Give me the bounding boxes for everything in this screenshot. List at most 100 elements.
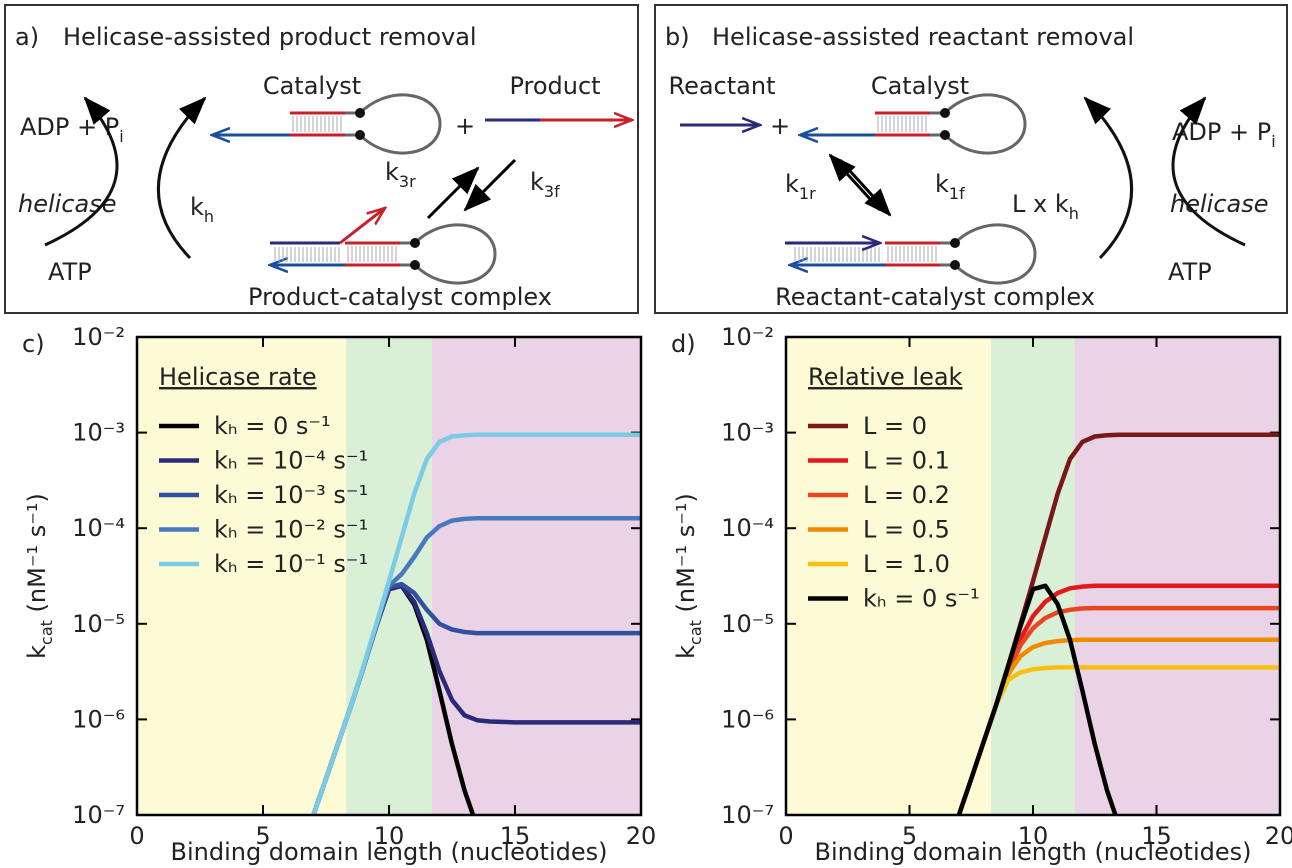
y-tick-label: 10⁻⁵: [72, 610, 125, 638]
hairpin-loop: [953, 223, 1037, 285]
y-tick-label: 10⁻³: [72, 419, 125, 447]
junction-dot: [355, 130, 365, 140]
legend-label: L = 0: [863, 412, 927, 440]
rate-text: k: [785, 170, 799, 198]
legend-label: L = 0.5: [863, 516, 950, 544]
junction-dot: [940, 130, 950, 140]
legend-title: Helicase rate: [159, 363, 317, 391]
y-axis-label-sub: cat: [686, 620, 705, 645]
junction-dot: [410, 238, 420, 248]
panel-label: c): [22, 330, 45, 358]
junction-dot: [355, 108, 365, 118]
panel-title: Helicase-assisted reactant removal: [712, 23, 1134, 51]
panel-title: Helicase-assisted product removal: [63, 23, 477, 51]
complex-label: Product-catalyst complex: [248, 283, 552, 311]
legend-label: kₕ = 0 s⁻¹: [214, 412, 331, 440]
forward-rate: k1f: [935, 170, 965, 203]
diagram-panel-a: a) Helicase-assisted product removal Cat…: [4, 4, 639, 314]
hairpin-loop: [413, 223, 497, 285]
strand: [339, 208, 385, 245]
plot-frame: [135, 335, 643, 817]
rate-sub: 3f: [544, 182, 560, 201]
strand: [426, 166, 480, 220]
rate-text: k: [935, 170, 949, 198]
y-tick-label: 10⁻⁴: [721, 514, 774, 542]
reactant-label: Reactant: [668, 72, 775, 100]
y-axis-label: kcat (nM⁻¹ s⁻¹): [672, 493, 705, 659]
hairpin-loop: [358, 93, 442, 155]
chart: 10⁻⁷ 10⁻⁶ 10⁻⁵ 10⁻⁴ 10⁻³ 10⁻² 0 5 10 15 20 Relative…: [671, 323, 1292, 866]
complex-label: Reactant-catalyst complex: [775, 283, 1095, 311]
y-axis-label-sub: cat: [37, 620, 56, 645]
diagram-panel-b: b) Helicase-assisted reactant removal Re…: [654, 4, 1288, 314]
x-axis-label: Binding domain length (nucleotides): [170, 838, 607, 866]
legend-label: L = 0.1: [863, 447, 950, 475]
rate-label: kh: [190, 193, 214, 226]
plus: +: [770, 112, 790, 140]
region-band: [1074, 337, 1280, 815]
atp-label: ATP: [1168, 258, 1212, 286]
helicase-arc: [156, 96, 207, 260]
catalyst-label: Catalyst: [871, 72, 969, 100]
rate-text: L x k: [1012, 190, 1069, 218]
rate-text: k: [530, 168, 544, 196]
y-axis-label-main: k: [23, 645, 51, 659]
x-tick-label: 20: [626, 822, 657, 850]
product-label: Product: [509, 72, 600, 100]
reverse-rate: k1r: [785, 170, 816, 203]
x-tick-label: 10: [1018, 822, 1049, 850]
data-line: [956, 583, 1118, 815]
junction-dot: [950, 260, 960, 270]
hairpin-loop: [943, 93, 1027, 155]
helicase-label: helicase: [18, 190, 116, 218]
plus: +: [455, 112, 475, 140]
rate-label: L x kh: [1012, 190, 1079, 223]
panel-label: d): [671, 330, 696, 358]
adp-sub: i: [119, 127, 123, 146]
x-tick-label: 10: [374, 822, 405, 850]
rate-text: k: [190, 193, 204, 221]
helicase-arc: [1171, 96, 1246, 247]
panel-frame: [4, 4, 639, 314]
region-band: [431, 337, 641, 815]
x-tick-label: 0: [778, 822, 793, 850]
panel-label: a): [15, 23, 39, 51]
helicase-label: helicase: [1170, 190, 1268, 218]
strand: [838, 158, 892, 217]
adp-sub: i: [1271, 132, 1275, 151]
y-axis-label-unit: (nM⁻¹ s⁻¹): [672, 493, 700, 620]
region-band: [786, 337, 992, 815]
y-tick-label: 10⁻⁷: [72, 801, 125, 829]
y-tick-label: 10⁻⁶: [721, 705, 774, 733]
rate-sub: 1f: [949, 184, 965, 203]
strand: [828, 153, 882, 212]
y-tick-label: 10⁻²: [72, 323, 125, 351]
y-tick-label: 10⁻³: [721, 419, 774, 447]
x-tick-label: 5: [255, 822, 270, 850]
legend-label: kₕ = 0 s⁻¹: [863, 585, 980, 613]
x-axis-label: Binding domain length (nucleotides): [814, 838, 1251, 866]
atp-label: ATP: [48, 258, 92, 286]
helicase-arc: [44, 96, 119, 247]
legend-label: kₕ = 10⁻¹ s⁻¹: [214, 550, 368, 578]
y-tick-label: 10⁻⁵: [721, 610, 774, 638]
data-line: [311, 432, 641, 815]
region-band: [137, 337, 347, 815]
y-tick-label: 10⁻²: [721, 323, 774, 351]
y-tick-label: 10⁻⁴: [72, 514, 125, 542]
strand: [463, 158, 517, 212]
legend-label: L = 0.2: [863, 481, 950, 509]
legend-label: L = 1.0: [863, 550, 950, 578]
plot-frame: [784, 335, 1282, 817]
panel-frame: [654, 4, 1288, 314]
x-tick-label: 15: [1141, 822, 1172, 850]
y-axis-label: kcat (nM⁻¹ s⁻¹): [23, 493, 56, 659]
catalyst-label: Catalyst: [263, 72, 361, 100]
y-axis-label-main: k: [672, 645, 700, 659]
x-tick-label: 15: [500, 822, 531, 850]
legend-label: kₕ = 10⁻³ s⁻¹: [214, 481, 368, 509]
junction-dot: [950, 238, 960, 248]
panel-label: b): [665, 23, 690, 51]
rate-sub: h: [204, 207, 214, 226]
